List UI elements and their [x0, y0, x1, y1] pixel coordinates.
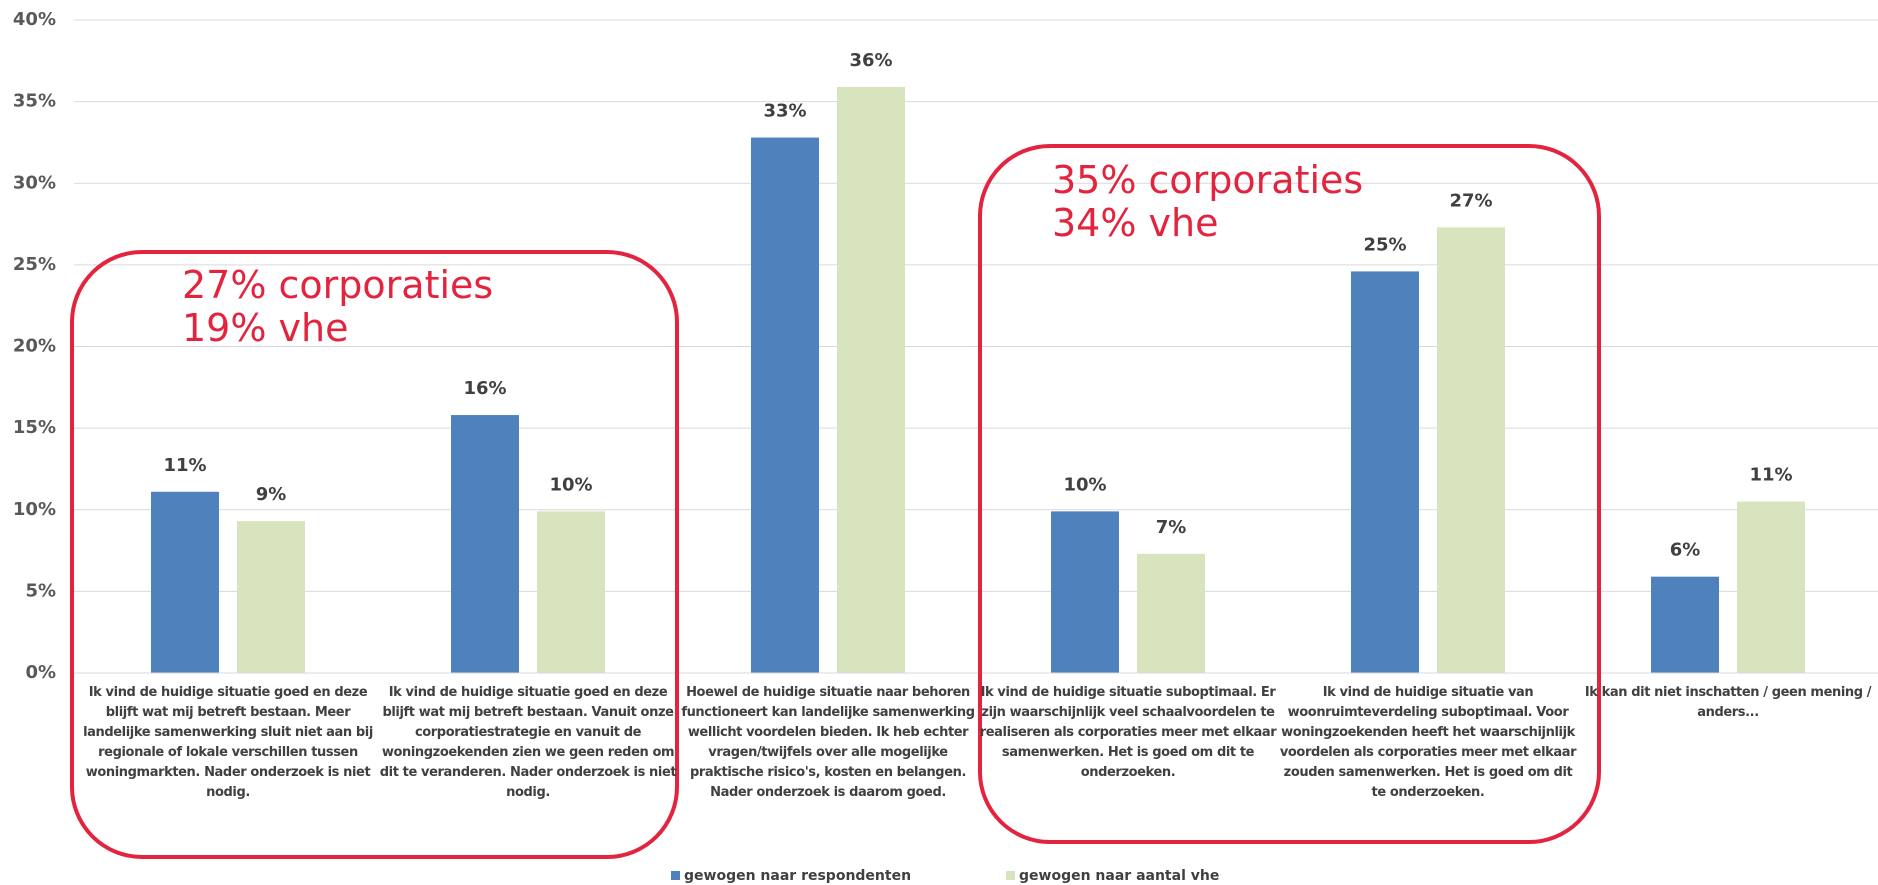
value-label: 7% [1156, 517, 1187, 538]
legend-label: gewogen naar aantal vhe [1019, 868, 1219, 884]
annotation-text: 35% corporaties [1052, 158, 1363, 202]
bar [1351, 271, 1419, 673]
y-tick-label: 35% [13, 91, 56, 112]
bar [751, 137, 819, 674]
y-tick-label: 30% [13, 172, 56, 193]
annotation-box [978, 144, 1601, 844]
legend-swatch [1006, 871, 1015, 880]
y-tick-label: 5% [25, 580, 56, 601]
y-tick-label: 40% [13, 9, 56, 30]
bar [1651, 576, 1719, 673]
bar [1737, 501, 1805, 673]
annotation-text: 27% corporaties [182, 263, 493, 307]
bar [237, 521, 305, 673]
x-tick-label: Hoewel de huidige situatie naar behoren … [681, 685, 975, 800]
y-tick-label: 10% [13, 499, 56, 520]
y-tick-label: 0% [25, 662, 56, 683]
value-label: 9% [256, 484, 287, 505]
value-label: 36% [849, 50, 892, 71]
annotation-text: 19% vhe [182, 306, 349, 350]
y-tick-label: 20% [13, 336, 56, 357]
x-tick-label: Ik vind de huidige situatie suboptimaal.… [979, 685, 1277, 780]
bar [837, 86, 905, 674]
value-label: 11% [1749, 465, 1792, 486]
annotation-box [70, 250, 679, 859]
y-tick-label: 15% [13, 417, 56, 438]
legend-swatch [671, 871, 680, 880]
value-label: 10% [549, 474, 592, 495]
bar [451, 415, 519, 673]
annotation-text: 34% vhe [1052, 201, 1219, 245]
value-label: 16% [463, 378, 506, 399]
bar [537, 511, 605, 673]
y-tick-label: 25% [13, 254, 56, 275]
value-label: 10% [1063, 474, 1106, 495]
x-tick-label: Ik vind de huidige situatie goed en deze… [379, 685, 677, 800]
x-tick-label: Ik vind de huidige situatie goed en deze… [83, 685, 373, 800]
bar [1437, 227, 1505, 673]
value-label: 33% [763, 101, 806, 122]
value-label: 27% [1449, 190, 1492, 211]
bar [1051, 511, 1119, 673]
value-label: 11% [163, 455, 206, 476]
value-label: 6% [1670, 540, 1701, 561]
bar [1137, 553, 1205, 673]
x-tick-label: Ik vind de huidige situatie van woonruim… [1279, 685, 1577, 800]
legend-label: gewogen naar respondenten [684, 868, 911, 884]
x-tick-label: Ik kan dit niet inschatten / geen mening… [1584, 685, 1872, 720]
value-label: 25% [1363, 234, 1406, 255]
bar [151, 491, 219, 673]
